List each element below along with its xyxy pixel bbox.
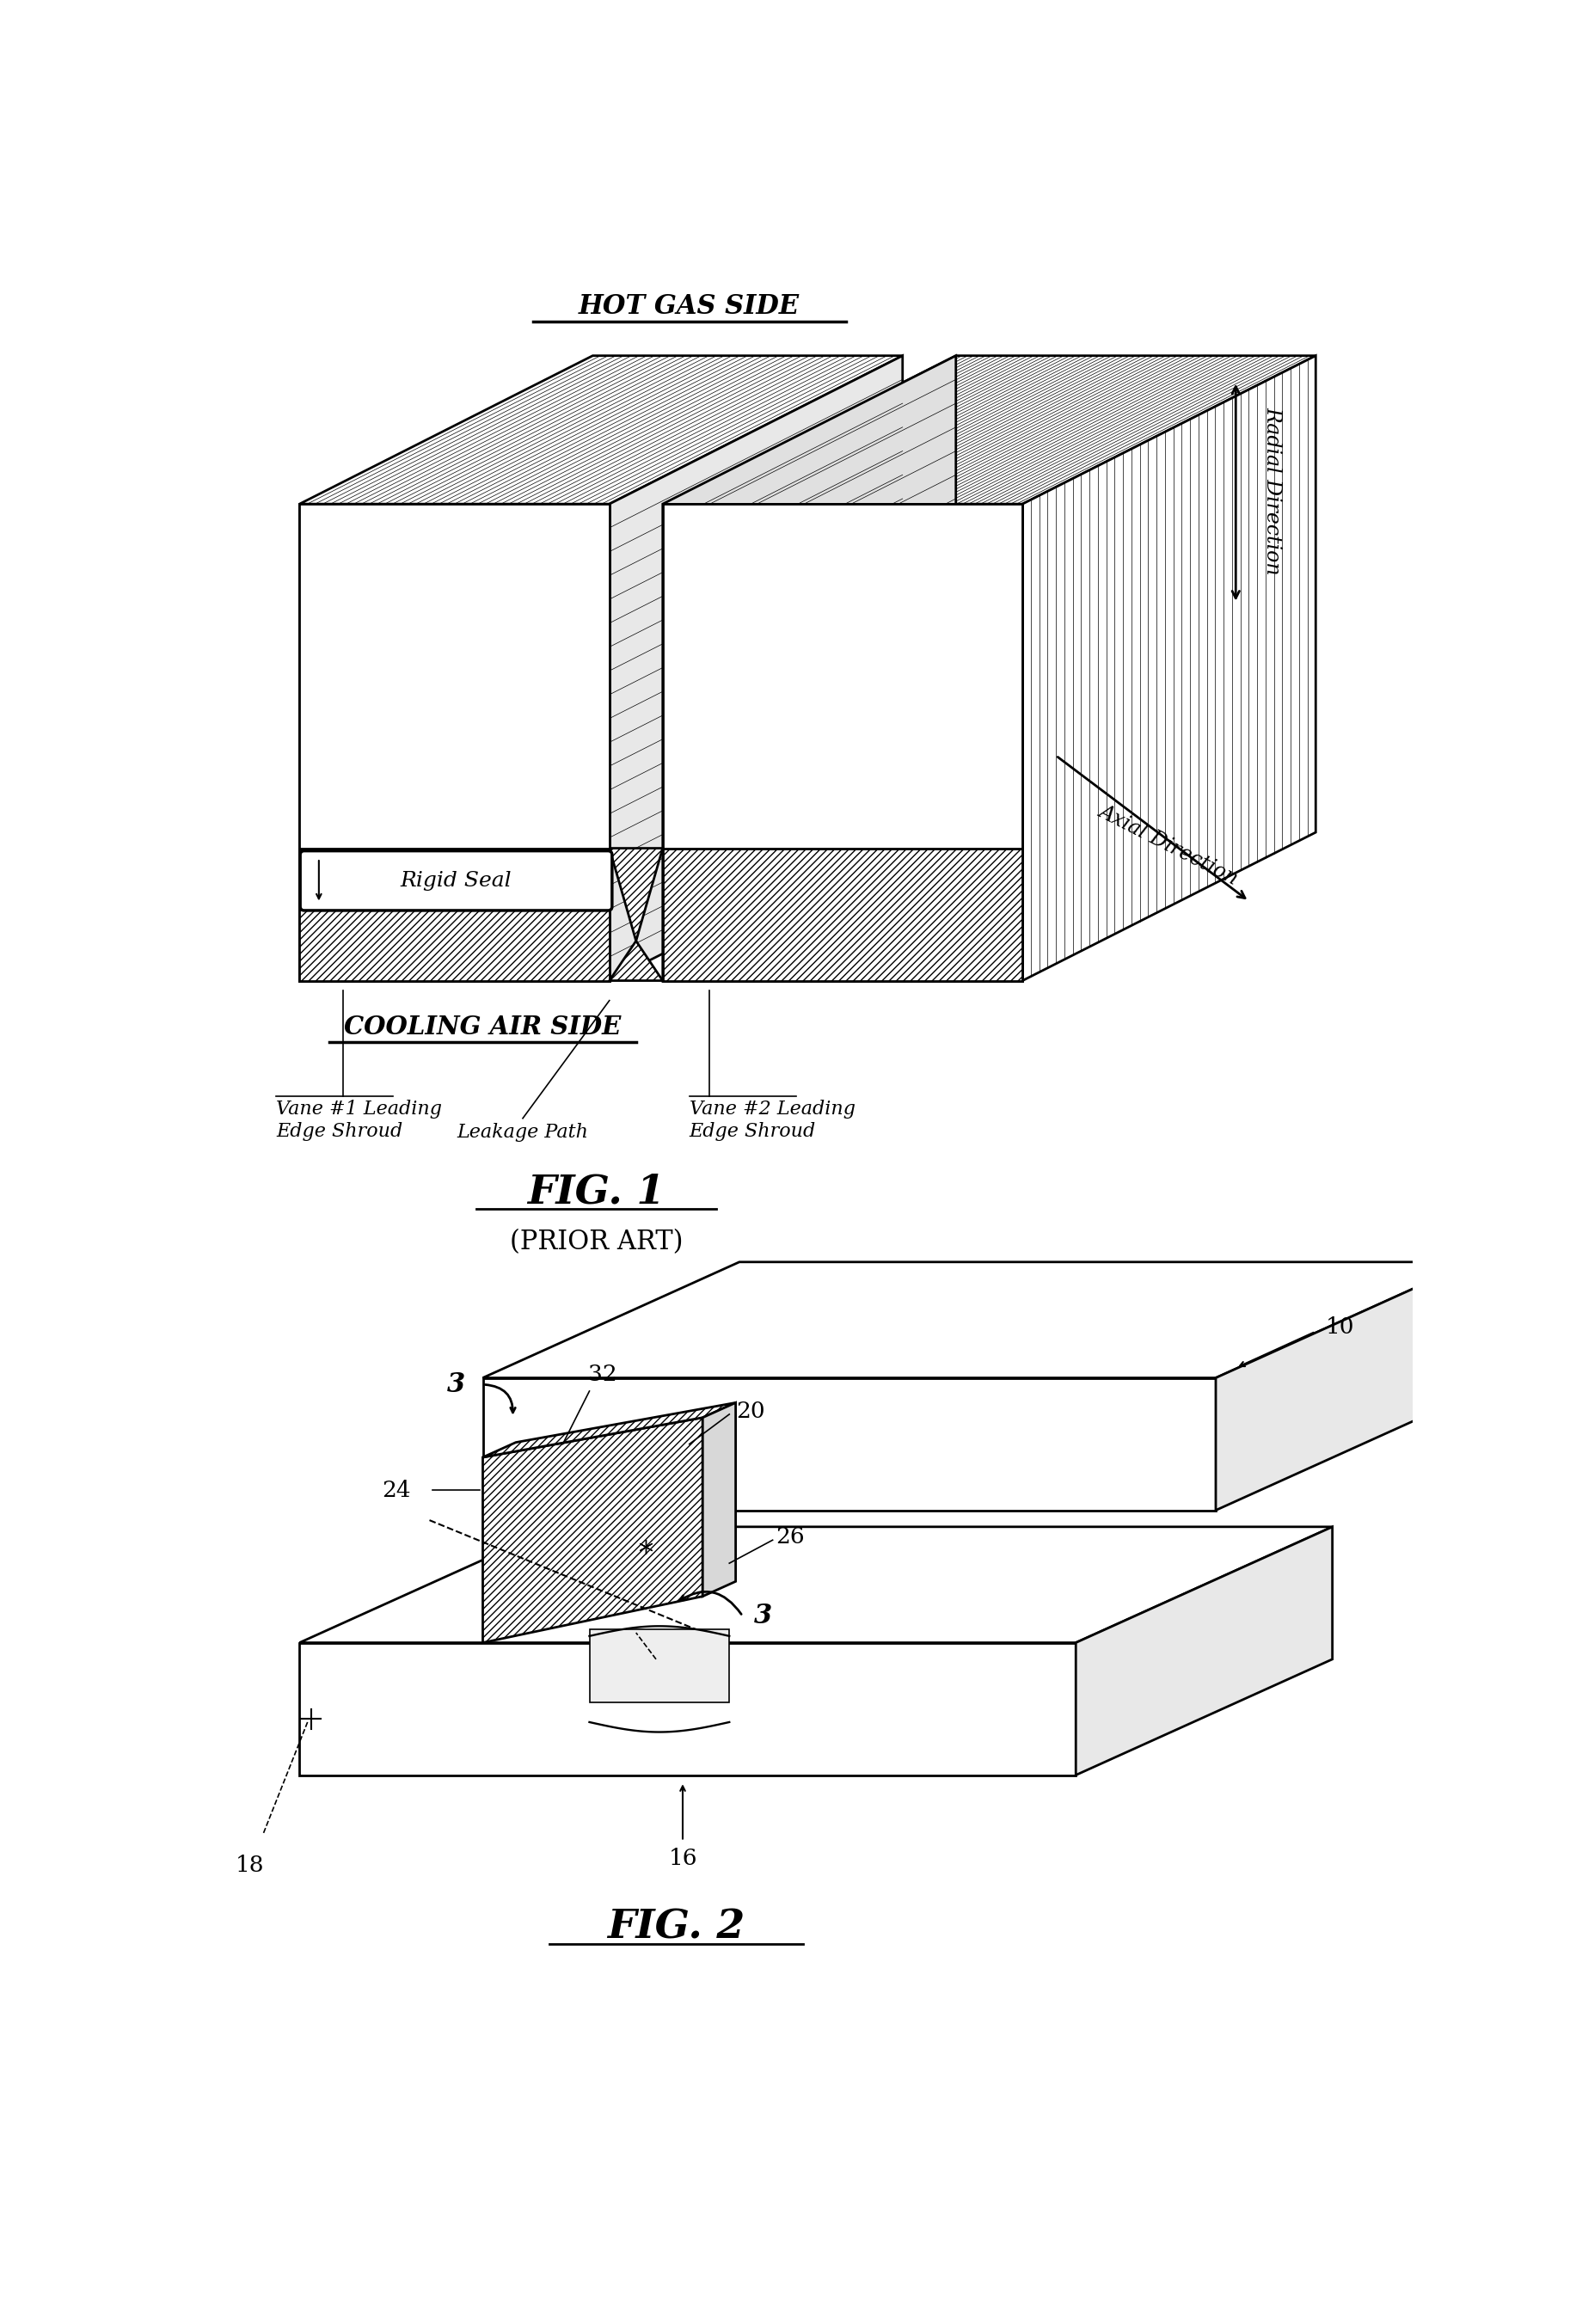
Polygon shape [609, 941, 663, 981]
Polygon shape [300, 848, 609, 981]
Polygon shape [300, 504, 609, 848]
Polygon shape [589, 1629, 730, 1701]
Polygon shape [1022, 356, 1316, 981]
Text: FIG. 2: FIG. 2 [608, 1908, 744, 1948]
Text: Vane #1 Leading
Edge Shroud: Vane #1 Leading Edge Shroud [276, 1099, 443, 1141]
Polygon shape [609, 848, 663, 941]
Polygon shape [1215, 1262, 1473, 1511]
Polygon shape [484, 1418, 703, 1643]
Text: Axial Direction: Axial Direction [1096, 802, 1242, 888]
Polygon shape [663, 504, 1022, 981]
Text: 32: 32 [589, 1364, 617, 1385]
Polygon shape [663, 848, 1022, 981]
Text: 3: 3 [447, 1371, 465, 1397]
Polygon shape [663, 356, 1316, 504]
Text: (PRIOR ART): (PRIOR ART) [509, 1229, 683, 1255]
Polygon shape [1075, 1527, 1333, 1776]
Polygon shape [609, 356, 903, 981]
Polygon shape [663, 356, 956, 981]
Text: 24: 24 [382, 1480, 411, 1501]
Text: HOT GAS SIDE: HOT GAS SIDE [579, 293, 799, 321]
Polygon shape [484, 1262, 1473, 1378]
Text: 20: 20 [736, 1401, 765, 1422]
Polygon shape [300, 504, 609, 981]
Polygon shape [300, 356, 903, 504]
Polygon shape [703, 1404, 736, 1597]
Text: Leakage Path: Leakage Path [457, 1122, 589, 1141]
Polygon shape [300, 1527, 1333, 1643]
Text: 16: 16 [669, 1848, 697, 1868]
Text: Radial Direction: Radial Direction [1262, 407, 1283, 574]
Text: 26: 26 [776, 1527, 805, 1548]
Text: 18: 18 [235, 1855, 264, 1875]
FancyBboxPatch shape [300, 851, 612, 911]
Text: Rigid Seal: Rigid Seal [400, 872, 512, 890]
Polygon shape [484, 1378, 1215, 1511]
Text: Vane #2 Leading
Edge Shroud: Vane #2 Leading Edge Shroud [689, 1099, 856, 1141]
Polygon shape [484, 1404, 736, 1457]
Text: 22: 22 [642, 1662, 670, 1685]
Text: 10: 10 [1325, 1315, 1355, 1339]
Polygon shape [300, 1643, 1075, 1776]
Text: COOLING AIR SIDE: COOLING AIR SIDE [344, 1016, 622, 1039]
Text: FIG. 1: FIG. 1 [528, 1174, 666, 1213]
Text: 3: 3 [754, 1604, 772, 1629]
Polygon shape [663, 504, 1022, 848]
